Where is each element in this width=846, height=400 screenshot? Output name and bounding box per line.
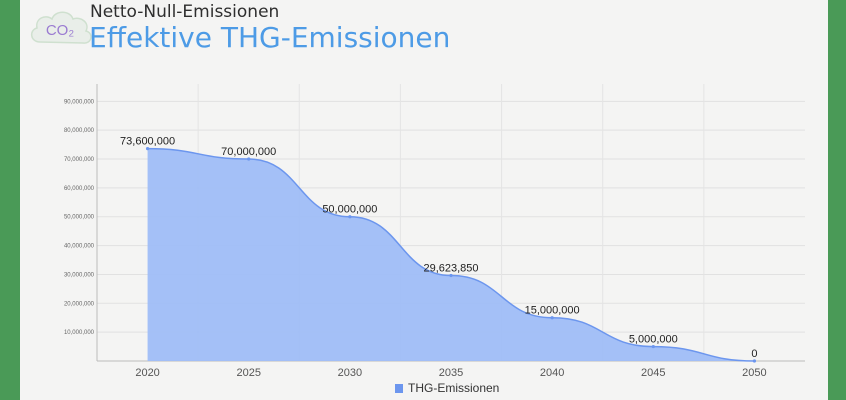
data-label: 73,600,000 [120, 136, 175, 148]
data-label: 70,000,000 [221, 146, 276, 158]
data-point [449, 273, 453, 278]
data-point [145, 147, 150, 151]
co2-cloud-icon: CO₂ [31, 11, 92, 44]
x-tick-label: 2035 [439, 367, 463, 379]
data-label: 50,000,000 [322, 204, 377, 216]
chart-title: Effektive THG-Emissionen [89, 21, 451, 54]
y-tick-label: 20,000,000 [64, 301, 95, 307]
series-area-thg-emissionen [147, 148, 755, 361]
x-tick-label: 2030 [338, 367, 362, 379]
y-tick-label: 10,000,000 [64, 330, 95, 336]
data-point [348, 215, 352, 219]
data-point [550, 316, 554, 320]
x-tick-label: 2050 [742, 367, 766, 379]
data-point [752, 359, 757, 363]
chart-supertitle: Netto-Null-Emissionen [90, 2, 280, 22]
legend-swatch [395, 384, 403, 393]
data-label: 5,000,000 [629, 334, 678, 346]
data-point [247, 157, 251, 161]
x-tick-label: 2020 [135, 367, 159, 379]
x-tick-label: 2040 [540, 367, 564, 379]
y-tick-label: 40,000,000 [64, 244, 95, 250]
data-label: 15,000,000 [525, 305, 580, 317]
data-point [651, 344, 655, 349]
data-label: 29,623,850 [423, 263, 478, 275]
legend-label: THG-Emissionen [408, 381, 499, 395]
y-tick-label: 60,000,000 [64, 186, 95, 192]
logo-text: CO₂ [46, 22, 75, 39]
y-tick-label: 80,000,000 [64, 128, 95, 134]
y-tick-label: 30,000,000 [64, 272, 95, 278]
x-tick-label: 2025 [236, 367, 260, 379]
y-tick-label: 70,000,000 [64, 157, 95, 163]
data-label: 0 [751, 348, 757, 360]
y-tick-label: 50,000,000 [64, 215, 95, 221]
x-tick-label: 2045 [641, 367, 665, 379]
y-tick-label: 90,000,000 [64, 99, 95, 105]
